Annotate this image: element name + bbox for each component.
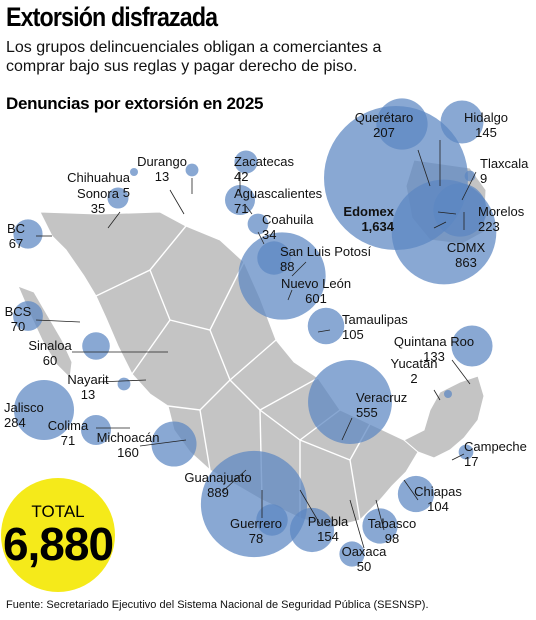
- label-puebla: Puebla 154: [308, 514, 349, 544]
- leader-line: [299, 489, 321, 525]
- leader-line: [291, 261, 307, 277]
- bubble-oaxaca: [339, 541, 365, 567]
- bubble-durango: [185, 163, 199, 177]
- leader-line: [35, 319, 81, 323]
- bubble-layer: [13, 98, 497, 567]
- leader-line: [349, 499, 365, 549]
- bubble-queretaro: [376, 98, 428, 150]
- label-yucatan: Yucatán 2: [391, 356, 438, 386]
- label-bcs: BCS 70: [5, 304, 32, 334]
- label-bc: BC 67: [7, 221, 25, 251]
- label-san-luis-potosi: San Luis Potosí 88: [280, 244, 371, 274]
- label-hidalgo: Hidalgo 145: [464, 110, 508, 140]
- leader-line: [417, 149, 431, 187]
- source-note: Fuente: Secretariado Ejecutivo del Siste…: [6, 599, 429, 611]
- leader-line: [461, 171, 477, 201]
- leader-line: [451, 359, 471, 385]
- label-quintana-roo: Quintana Roo 133: [394, 334, 474, 364]
- label-tabasco: Tabasco 98: [368, 516, 416, 546]
- total-badge: TOTAL 6,880: [1, 478, 115, 592]
- leader-line: [317, 329, 331, 333]
- label-sonora: Sonora 35: [77, 186, 120, 216]
- bubble-quintana-roo: [451, 325, 493, 367]
- label-jalisco: Jalisco 284: [4, 400, 44, 430]
- bubble-campeche: [458, 444, 474, 460]
- chart-title: Denuncias por extorsión en 2025: [6, 94, 264, 113]
- leader-line: [403, 479, 419, 501]
- bubble-yucatan: [444, 390, 452, 398]
- label-nuevo-leon: Nuevo León 601: [281, 276, 351, 306]
- page-subtitle: Los grupos delincuenciales obligan a com…: [6, 39, 382, 75]
- label-chihuahua: Chihuahua 5: [67, 170, 131, 200]
- leader-line: [245, 205, 253, 215]
- total-value: 6,880: [3, 518, 113, 570]
- label-morelos: Morelos 223: [478, 204, 525, 234]
- leader-line: [287, 289, 293, 301]
- bubble-nayarit: [117, 377, 131, 391]
- label-coahuila: Coahuila 34: [262, 212, 314, 242]
- bubble-sonora: [107, 187, 129, 209]
- label-zacatecas: Zacatecas 42: [234, 154, 294, 184]
- leader-line: [97, 379, 147, 383]
- bubble-jalisco: [13, 379, 75, 441]
- label-sinaloa: Sinaloa 60: [28, 338, 72, 368]
- label-michoacan: Michoacán 160: [97, 430, 160, 460]
- bubble-morelos: [433, 183, 487, 237]
- bubble-chiapas: [397, 475, 435, 513]
- label-tlaxcala: Tlaxcala 9: [480, 156, 529, 186]
- label-tamaulipas: Tamaulipas 105: [342, 312, 408, 342]
- leader-line: [433, 389, 441, 401]
- bubble-guerrero: [256, 504, 288, 536]
- leader-line: [107, 211, 121, 229]
- leader-lines: [35, 140, 477, 549]
- leader-line: [433, 221, 447, 229]
- label-layer: Edomex 1,634 Guanajuato 889 CDMX 863 Nuevo Leó…: [4, 110, 529, 574]
- bubble-tamaulipas: [307, 307, 345, 345]
- leader-line: [375, 499, 385, 531]
- label-oaxaca: Oaxaca 50: [342, 544, 388, 574]
- leader-line: [139, 439, 187, 447]
- label-veracruz: Veracruz 555: [356, 390, 407, 420]
- label-nayarit: Nayarit 13: [67, 372, 109, 402]
- bubble-coahuila: [247, 213, 269, 235]
- label-guerrero: Guerrero 78: [230, 516, 282, 546]
- leader-line: [257, 231, 265, 245]
- bubble-michoacan: [151, 421, 197, 467]
- bubble-bcs: [13, 301, 43, 331]
- bubble-veracruz: [308, 360, 392, 444]
- bubble-sinaloa: [82, 332, 110, 360]
- total-circle: [1, 478, 115, 592]
- leader-line: [451, 453, 465, 461]
- bubble-zacatecas: [234, 150, 258, 174]
- leader-line: [341, 417, 353, 441]
- bubble-tabasco: [362, 508, 398, 544]
- label-cdmx: CDMX 863: [447, 240, 486, 270]
- bubble-bc: [13, 219, 43, 249]
- leader-line: [221, 469, 247, 493]
- bubble-san-luis-potosi: [257, 241, 291, 275]
- bubble-puebla: [289, 507, 335, 553]
- label-edomex: Edomex 1,634: [343, 204, 394, 234]
- bubble-hidalgo: [440, 100, 484, 144]
- label-colima: Colima 71: [48, 418, 89, 448]
- leader-line: [169, 189, 185, 215]
- label-aguascalientes: Aguascalientes 71: [234, 186, 323, 216]
- label-durango: Durango 13: [137, 154, 187, 184]
- label-guanajuato: Guanajuato 889: [184, 470, 251, 500]
- bubble-chihuahua: [130, 168, 138, 176]
- label-campeche: Campeche 17: [464, 439, 527, 469]
- total-label: TOTAL: [31, 502, 84, 521]
- bubble-colima: [80, 414, 112, 446]
- label-chiapas: Chiapas 104: [414, 484, 462, 514]
- page-title: Extorsión disfrazada: [6, 2, 218, 32]
- map-shape: [17, 159, 487, 529]
- label-queretaro: Querétaro 207: [355, 110, 414, 140]
- leader-line: [437, 211, 457, 215]
